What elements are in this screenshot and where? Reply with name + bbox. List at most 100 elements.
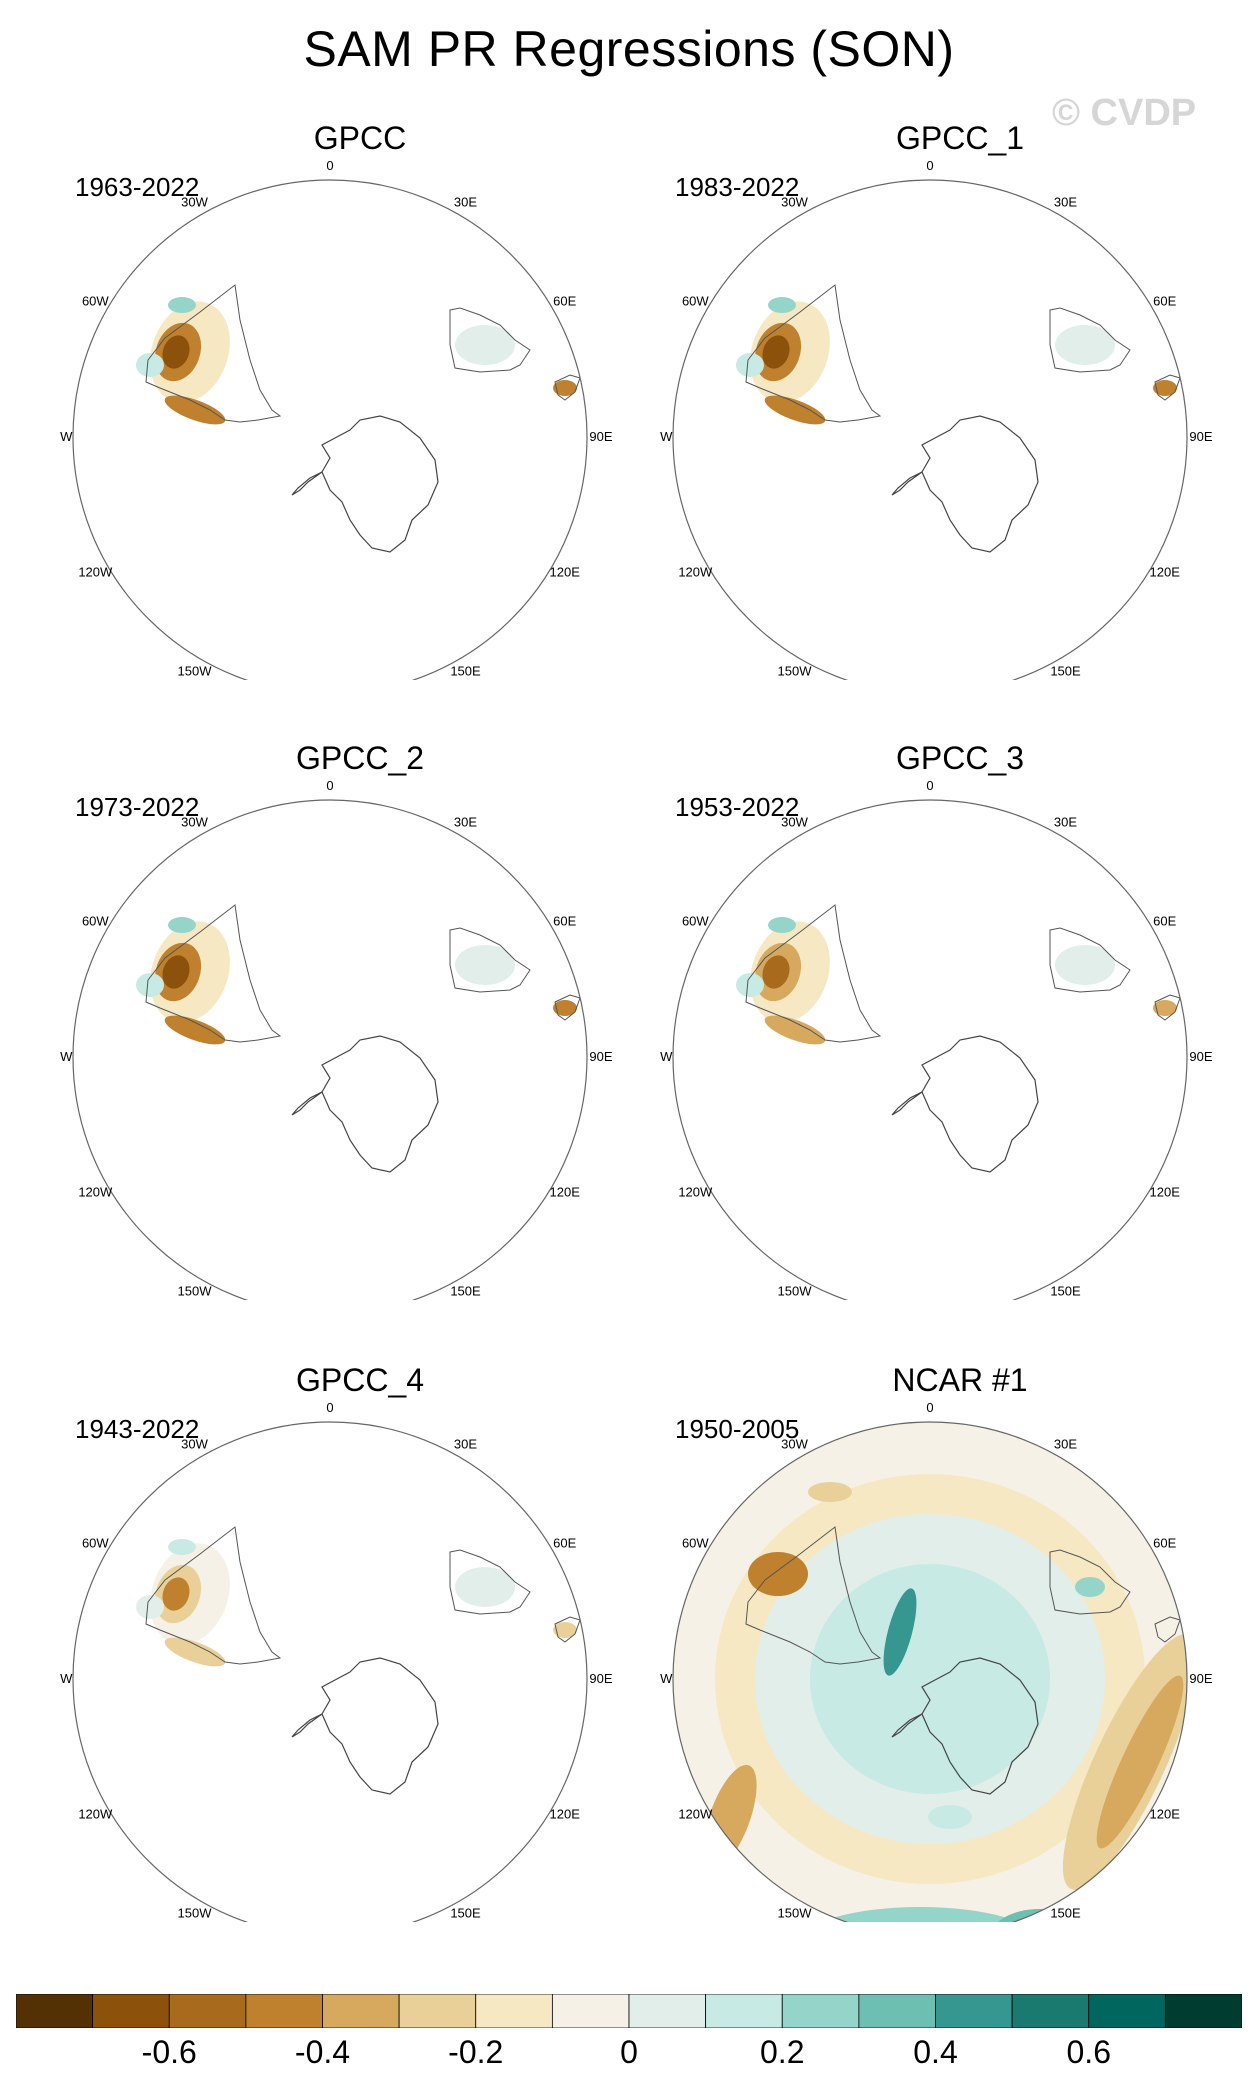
- anomaly-sam-south-dry: [764, 1015, 826, 1045]
- colorbar-swatch: [92, 1994, 170, 2028]
- australia-outline: [471, 1881, 587, 1922]
- anomaly-madagascar: [553, 380, 577, 396]
- longitude-label: 120E: [550, 1185, 581, 1200]
- panel-gpcc-4: GPCC_41943-2022030E60E90E120E150E180150W…: [60, 1362, 660, 1922]
- anomaly-africa: [455, 325, 515, 365]
- anomaly-negative-core: [1096, 1675, 1184, 1849]
- australia-outline: [471, 1259, 587, 1300]
- map-boundary: [72, 799, 588, 1300]
- madagascar-outline: [1154, 374, 1181, 401]
- colorbar-tick-label: -0.2: [448, 2034, 504, 2070]
- longitude-label: 30W: [781, 1436, 808, 1451]
- longitude-label: 90E: [1189, 1671, 1212, 1686]
- antarctic-peninsula-outline: [891, 471, 923, 496]
- anomaly-sam-core: [762, 955, 790, 989]
- longitude-label: 150W: [178, 1284, 213, 1299]
- panel-title: GPCC_2: [295, 740, 425, 776]
- longitude-label: 120W: [78, 1185, 113, 1200]
- panel-years: 1983-2022: [675, 172, 800, 202]
- anomaly-sam-south-dry: [164, 1637, 226, 1667]
- polar-map: 030E60E90E120E150E180150W120W90W60W30W: [660, 778, 1213, 1300]
- longitude-label: 90E: [589, 429, 612, 444]
- longitude-label: 60W: [682, 1536, 709, 1551]
- anomaly-positive-ross: [928, 1805, 972, 1829]
- anomaly-sam-core: [162, 955, 190, 989]
- antarctic-peninsula-outline: [291, 1091, 323, 1116]
- longitude-label: 60E: [1153, 1536, 1176, 1551]
- south-america-outline: [145, 904, 282, 1043]
- map-boundary: [72, 179, 588, 680]
- panel-title: GPCC_3: [895, 740, 1025, 776]
- longitude-label: 90E: [1189, 1049, 1212, 1064]
- longitude-label: 60W: [82, 914, 109, 929]
- colorbar-swatch: [16, 1994, 94, 2028]
- longitude-label: 30W: [781, 814, 808, 829]
- antarctic-peninsula-outline: [891, 1713, 923, 1738]
- polar-map: 030E60E90E120E150E180150W120W90W60W30W: [660, 158, 1213, 680]
- south-america-outline: [145, 284, 282, 423]
- anomaly-madagascar: [553, 1000, 577, 1016]
- longitude-label: 60W: [682, 914, 709, 929]
- longitude-label: 90E: [589, 1049, 612, 1064]
- longitude-label: 30E: [454, 1436, 477, 1451]
- longitude-label: 120W: [78, 565, 113, 580]
- longitude-label: 90E: [1189, 429, 1212, 444]
- south-america-outline: [745, 284, 882, 423]
- anomaly-positive-indian: [1075, 1577, 1105, 1597]
- longitude-label: 120W: [678, 1807, 713, 1822]
- map-boundary: [672, 1421, 1188, 1922]
- longitude-label: 30W: [181, 194, 208, 209]
- anomaly-aus-outer: [478, 1892, 587, 1922]
- longitude-label: 150E: [450, 1284, 481, 1299]
- panel-years: 1953-2022: [675, 792, 800, 822]
- longitude-label: 30E: [454, 814, 477, 829]
- longitude-label: 120E: [550, 565, 581, 580]
- australia-outline: [1071, 1259, 1187, 1300]
- longitude-label: 30W: [181, 814, 208, 829]
- australia-outline: [1071, 1881, 1187, 1922]
- longitude-label: 150W: [178, 664, 213, 679]
- longitude-label: 150E: [1050, 1284, 1081, 1299]
- anomaly-sam-north-wet: [168, 1539, 196, 1555]
- antarctica-outline: [321, 1035, 439, 1173]
- colorbar-swatch: [475, 1994, 553, 2028]
- anomaly-sam-wet: [136, 973, 164, 997]
- antarctica-outline: [921, 1035, 1039, 1173]
- anomaly-madagascar: [1153, 1000, 1177, 1016]
- anomaly-africa: [1055, 325, 1115, 365]
- madagascar-outline: [554, 1616, 581, 1643]
- colorbar-swatch: [705, 1994, 783, 2028]
- longitude-label: 60W: [682, 294, 709, 309]
- longitude-label: 90W: [660, 429, 673, 444]
- anomaly-negative-sam: [748, 1552, 808, 1596]
- longitude-label: 0: [926, 778, 933, 793]
- africa-outline: [1049, 307, 1131, 373]
- map-boundary: [672, 179, 1188, 680]
- anomaly-aus-outer: [1078, 1270, 1187, 1300]
- polar-map: 030E60E90E120E150E180150W120W90W60W30W: [60, 158, 613, 680]
- anomaly-madagascar: [553, 1622, 577, 1638]
- anomaly-positive-east: [1190, 1610, 1210, 1654]
- anomaly-positive-peninsula: [883, 1588, 917, 1676]
- longitude-label: 120W: [78, 1807, 113, 1822]
- longitude-label: 120E: [1150, 565, 1181, 580]
- anomaly-sam-north-wet: [768, 297, 796, 313]
- panel-years: 1950-2005: [675, 1414, 800, 1444]
- panel-gpcc-2: GPCC_21973-2022030E60E90E120E150E180150W…: [60, 740, 660, 1300]
- africa-outline: [449, 307, 531, 373]
- antarctic-peninsula-outline: [891, 1091, 923, 1116]
- longitude-label: 30E: [1054, 814, 1077, 829]
- anomaly-sam-north-wet: [168, 917, 196, 933]
- panel-years: 1963-2022: [75, 172, 200, 202]
- anomaly-africa: [455, 945, 515, 985]
- anomaly-sam-south-dry: [164, 1015, 226, 1045]
- figure-title: SAM PR Regressions (SON): [303, 21, 955, 77]
- map-boundary: [672, 799, 1188, 1300]
- anomaly-sam-wet: [136, 1595, 164, 1619]
- africa-outline: [1049, 1549, 1131, 1615]
- colorbar-tick-label: 0.6: [1066, 2034, 1111, 2070]
- anomaly-sam-wet: [136, 353, 164, 377]
- longitude-label: 60E: [553, 1536, 576, 1551]
- anomaly-madagascar: [1153, 380, 1177, 396]
- map-boundary: [72, 1421, 588, 1922]
